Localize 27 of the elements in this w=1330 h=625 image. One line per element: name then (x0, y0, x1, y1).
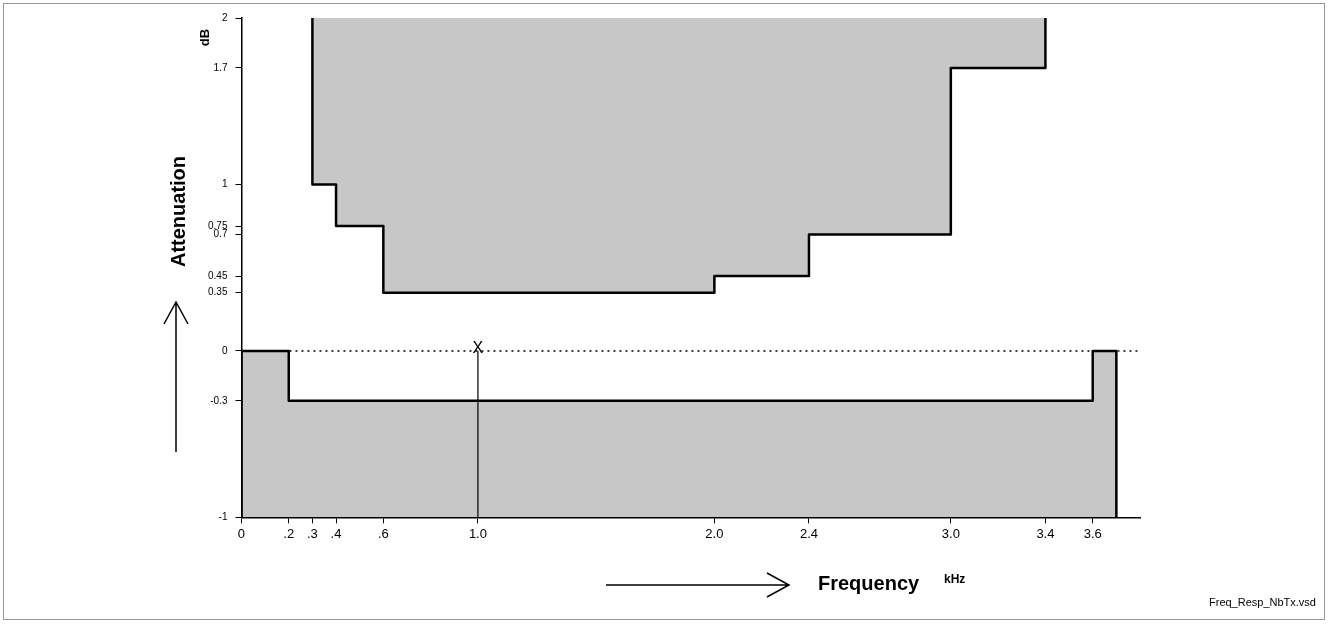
x-tick-label: .6 (377, 525, 389, 541)
text: Freq_Resp_NbTx.vsd (1209, 596, 1316, 608)
text: dB (197, 28, 213, 47)
x-tick-label: 3.0 (941, 525, 960, 541)
x-tick-label: 1.0 (468, 525, 487, 541)
y-tick-label: 1.7 (213, 61, 228, 73)
y-axis-title: Attenuation (166, 154, 190, 270)
y-tick-label: 1 (221, 178, 228, 190)
x-tick-label: 3.4 (1036, 525, 1055, 541)
y-tick-label: 0.45 (207, 269, 228, 281)
y-tick-label: 0.35 (207, 286, 228, 298)
ref-line-label: X (472, 339, 484, 357)
y-tick-label: 0.7 (213, 228, 228, 240)
x-axis-title: Frequency (818, 572, 920, 595)
x-tick-label: 0 (237, 525, 246, 541)
x-tick-label: 3.6 (1083, 525, 1102, 541)
x-tick-label: 2.4 (799, 525, 818, 541)
y-tick-label: -0.3 (210, 394, 228, 406)
x-tick-label: .4 (330, 525, 342, 541)
y-tick-label: -1 (218, 511, 228, 523)
x-tick-label: .3 (306, 525, 318, 541)
y-tick-label: 2 (221, 11, 228, 23)
x-tick-label: 2.0 (705, 525, 724, 541)
x-tick-label: .2 (283, 525, 295, 541)
y-tick-label: 0.75 (207, 219, 228, 231)
y-tick-label: 0 (221, 344, 228, 356)
text: kHz (944, 572, 966, 586)
